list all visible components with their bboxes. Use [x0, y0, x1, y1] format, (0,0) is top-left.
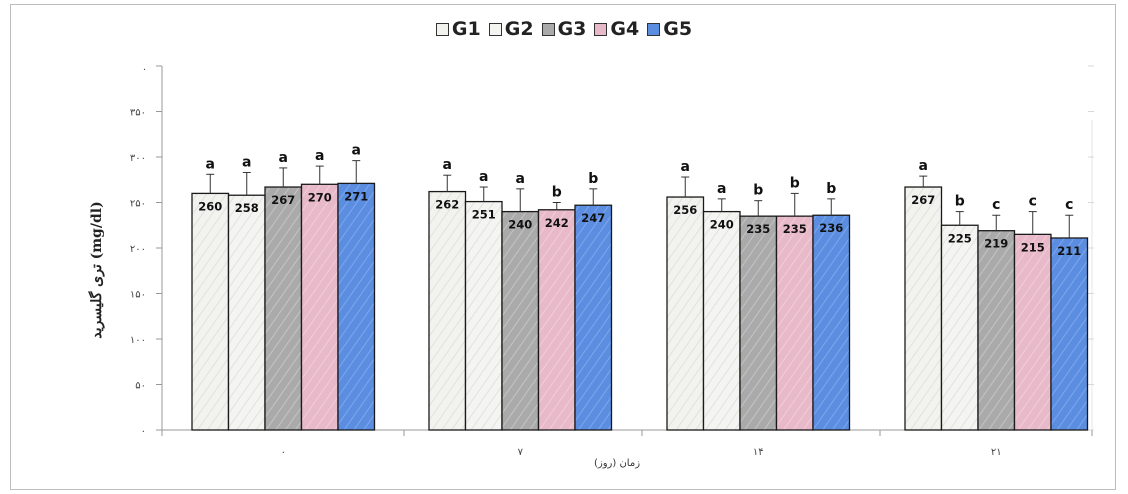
y-tick-label: ۲۵۰	[130, 199, 146, 210]
legend-swatch	[594, 23, 608, 36]
significance-letter: a	[919, 158, 928, 174]
data-label: 267	[911, 193, 935, 207]
bar-g2	[940, 224, 979, 431]
significance-letter: c	[992, 197, 1000, 213]
data-label: 256	[673, 203, 697, 217]
bar-g4	[300, 183, 339, 431]
significance-letter: b	[552, 185, 562, 201]
legend-item: G2	[488, 18, 534, 40]
data-label: 240	[508, 218, 532, 232]
y-tick-label: ۰	[141, 426, 146, 437]
x-tick-label: ۷	[518, 447, 524, 458]
data-label: 219	[984, 237, 1008, 251]
data-label: 235	[746, 222, 770, 236]
y-tick-label: ۱۰۰	[130, 335, 146, 346]
y-tick-label: ۱۵۰	[130, 290, 146, 301]
significance-letter: b	[753, 183, 763, 199]
legend-label: G3	[557, 18, 587, 40]
bar-g3	[501, 210, 540, 431]
significance-letter: a	[443, 157, 452, 173]
y-axis-label: تری گلیسرید (mg/dl)	[89, 201, 105, 339]
data-label: 247	[581, 211, 605, 225]
legend-label: G2	[504, 18, 534, 40]
bar-g5	[812, 214, 851, 431]
significance-letter: a	[315, 148, 324, 164]
legend-item: G3	[541, 18, 587, 40]
data-label: 270	[308, 190, 332, 204]
data-label: 267	[271, 193, 295, 207]
significance-letter: a	[242, 154, 251, 170]
legend-swatch	[435, 23, 449, 36]
legend-item: G1	[435, 18, 481, 40]
x-axis-label: زمان (روز)	[593, 458, 641, 469]
bar-g3	[264, 186, 303, 431]
bar-g5	[1050, 237, 1089, 431]
data-label: 211	[1057, 244, 1081, 258]
data-label: 236	[819, 221, 843, 235]
bar-g5	[574, 204, 613, 431]
bar-g2	[227, 194, 266, 431]
data-label: 260	[198, 199, 222, 213]
y-tick-label: ۲۰۰	[130, 244, 146, 255]
legend-swatch	[541, 23, 555, 36]
bar-g3	[739, 215, 778, 431]
data-label: 215	[1021, 240, 1045, 254]
data-label: 240	[710, 218, 734, 232]
legend-label: G1	[451, 18, 481, 40]
y-tick-label: .	[143, 62, 146, 73]
significance-letter: b	[790, 175, 800, 191]
data-label: 251	[472, 208, 496, 222]
legend-item: G4	[594, 18, 639, 40]
bar-g1	[904, 186, 943, 431]
bar-g5	[337, 182, 376, 431]
bar-g2	[464, 200, 503, 431]
significance-letter: b	[588, 171, 598, 187]
significance-letter: c	[1065, 197, 1073, 213]
chart-legend: G1 G2 G3 G4 G5	[0, 18, 1128, 40]
data-label: 242	[545, 216, 569, 230]
legend-label: G4	[610, 18, 640, 40]
data-label: 225	[948, 231, 972, 245]
significance-letter: a	[717, 181, 726, 197]
legend-swatch	[488, 23, 502, 36]
x-tick-label: ۱۴	[753, 447, 764, 458]
y-tick-label: ۵۰	[135, 381, 146, 392]
bar-g3	[977, 230, 1016, 431]
significance-letter: c	[1029, 194, 1037, 210]
significance-letter: a	[352, 143, 361, 159]
y-tick-label: ۳۵۰	[130, 108, 146, 119]
bar-g1	[666, 196, 705, 431]
x-tick-label: ۲۱	[991, 447, 1002, 458]
bar-g4	[775, 215, 814, 431]
significance-letter: a	[206, 156, 215, 172]
legend-label: G5	[663, 18, 693, 40]
data-label: 258	[235, 201, 259, 215]
significance-letter: a	[479, 169, 488, 185]
legend-item: G5	[647, 18, 692, 40]
significance-letter: a	[516, 171, 525, 187]
bar-g2	[702, 210, 741, 431]
bar-g1	[191, 192, 230, 431]
significance-letter: b	[826, 181, 836, 197]
legend-swatch	[647, 23, 661, 36]
x-tick-label: ۰	[281, 447, 286, 458]
bar-g1	[428, 190, 467, 431]
y-tick-label: ۳۰۰	[130, 153, 146, 164]
significance-letter: b	[955, 194, 965, 210]
data-label: 262	[435, 198, 459, 212]
significance-letter: a	[279, 150, 288, 166]
bar-g4	[537, 209, 576, 431]
data-label: 235	[783, 222, 807, 236]
significance-letter: a	[681, 159, 690, 175]
data-label: 271	[344, 189, 368, 203]
bar-g4	[1013, 233, 1052, 431]
